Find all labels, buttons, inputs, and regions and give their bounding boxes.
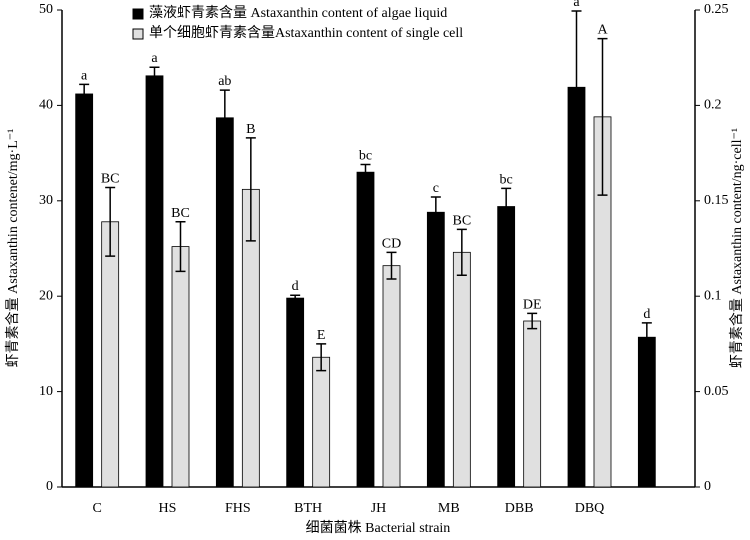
x-tick-label: MB xyxy=(438,501,460,516)
x-tick-label: FHS xyxy=(225,501,251,516)
bar xyxy=(452,251,471,488)
bar xyxy=(637,336,656,488)
significance-label: B xyxy=(246,122,255,137)
y-axis-label: 虾青素含量 Astaxanthin contenet/mg·L⁻¹ xyxy=(5,129,21,368)
y2-tick-label: 0.25 xyxy=(704,2,729,17)
x-tick-label: DBB xyxy=(505,501,534,516)
y-tick-label: 10 xyxy=(39,384,53,399)
significance-label: CD xyxy=(382,236,401,251)
significance-label: A xyxy=(597,23,608,38)
y2-tick-label: 0.2 xyxy=(704,98,722,113)
bar xyxy=(286,297,305,488)
error-bar xyxy=(245,137,256,242)
x-tick-label: C xyxy=(92,501,101,516)
significance-label: a xyxy=(151,51,158,66)
significance-label: BC xyxy=(171,206,190,221)
significance-label: ab xyxy=(218,74,231,89)
error-bar xyxy=(430,196,441,229)
x-axis-label: 细菌菌株 Bacterial strain xyxy=(306,520,451,536)
bar xyxy=(171,246,190,488)
bar xyxy=(523,320,542,488)
y2-tick-label: 0.05 xyxy=(704,384,729,399)
x-tick-label: BTH xyxy=(294,501,322,516)
bar xyxy=(101,221,120,488)
significance-label: BC xyxy=(101,171,120,186)
y2-tick-label: 0 xyxy=(704,479,711,494)
error-bar xyxy=(456,228,467,276)
significance-label: c xyxy=(433,181,439,196)
significance-label: E xyxy=(317,328,326,343)
bar xyxy=(75,93,94,488)
bar xyxy=(426,211,445,488)
y2-axis-label: 虾青素含量 Astaxanthin content/ng·cell⁻¹ xyxy=(729,128,745,368)
error-bar xyxy=(316,343,327,372)
legend-swatch xyxy=(132,28,144,40)
y2-tick-label: 0.1 xyxy=(704,288,722,303)
error-bar xyxy=(641,322,652,353)
significance-label: a xyxy=(81,68,88,83)
y2-tick-label: 0.15 xyxy=(704,193,729,208)
error-bar xyxy=(386,251,397,280)
legend-swatch xyxy=(132,8,144,20)
error-bar xyxy=(597,37,608,196)
y-tick-label: 30 xyxy=(39,193,53,208)
y-tick-label: 20 xyxy=(39,288,53,303)
error-bar xyxy=(360,163,371,181)
legend-label: 单个细胞虾青素含量Astaxanthin content of single c… xyxy=(149,25,463,41)
x-tick-label: HS xyxy=(159,501,177,516)
error-bar xyxy=(105,186,116,257)
error-bar xyxy=(501,187,512,226)
error-bar xyxy=(527,312,538,330)
y-tick-label: 40 xyxy=(39,98,53,113)
bar xyxy=(356,171,375,488)
significance-label: BC xyxy=(452,213,471,228)
error-bar xyxy=(290,294,301,302)
error-bar xyxy=(175,221,186,273)
bar xyxy=(145,75,164,488)
error-bar xyxy=(571,10,582,165)
bar xyxy=(215,117,234,488)
significance-label: bc xyxy=(359,149,372,164)
bar xyxy=(312,356,331,488)
significance-label: bc xyxy=(500,172,513,187)
bar xyxy=(382,265,401,488)
error-bar xyxy=(219,89,230,147)
significance-label: d xyxy=(292,279,299,294)
significance-label: d xyxy=(643,307,650,322)
significance-label: DE xyxy=(523,297,542,312)
x-tick-label: DBQ xyxy=(575,501,605,516)
legend-label: 藻液虾青素含量 Astaxanthin content of algae liq… xyxy=(149,5,447,21)
significance-label: a xyxy=(573,0,580,10)
bar xyxy=(497,206,516,488)
y-tick-label: 0 xyxy=(46,479,53,494)
y-tick-label: 50 xyxy=(39,2,53,17)
error-bar xyxy=(149,66,160,86)
x-tick-label: JH xyxy=(371,501,387,516)
error-bar xyxy=(79,83,90,105)
